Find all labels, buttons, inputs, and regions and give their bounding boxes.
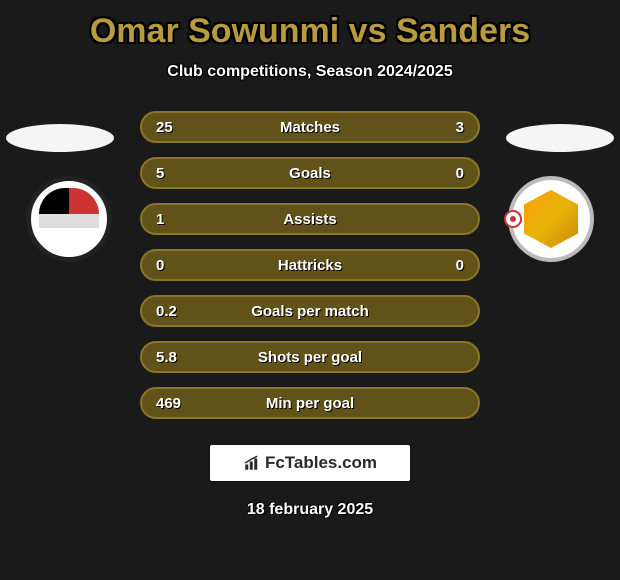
stat-label: Shots per goal: [258, 349, 362, 366]
stat-label: Matches: [280, 119, 340, 136]
stat-label: Min per goal: [266, 395, 354, 412]
stat-rows: 25 Matches 3 5 Goals 0 1 Assists 0 Hattr…: [140, 111, 480, 419]
badge-left-mid: [39, 214, 99, 228]
stat-row: 0 Hattricks 0: [140, 249, 480, 281]
chart-icon: [243, 454, 261, 472]
stat-row: 1 Assists: [140, 203, 480, 235]
team-badge-left: [26, 176, 112, 262]
stat-right: 0: [424, 165, 464, 182]
stat-row: 5 Goals 0: [140, 157, 480, 189]
subtitle: Club competitions, Season 2024/2025: [0, 63, 620, 81]
stat-left: 5.8: [156, 349, 196, 366]
stat-left: 0: [156, 257, 196, 274]
player-silhouette-left: [6, 124, 114, 152]
badge-left-shield: [39, 228, 99, 250]
stat-row: 469 Min per goal: [140, 387, 480, 419]
badge-right-ball: [504, 210, 522, 228]
stat-label: Assists: [283, 211, 336, 228]
stat-left: 5: [156, 165, 196, 182]
page-title: Omar Sowunmi vs Sanders: [0, 0, 620, 51]
stat-right: 0: [424, 257, 464, 274]
team-badge-right: [508, 176, 594, 262]
stat-left: 25: [156, 119, 196, 136]
stat-left: 469: [156, 395, 196, 412]
stat-row: 0.2 Goals per match: [140, 295, 480, 327]
stat-right: 3: [424, 119, 464, 136]
stat-label: Goals: [289, 165, 331, 182]
badge-right-crest: [524, 190, 578, 248]
stat-label: Hattricks: [278, 257, 342, 274]
stat-row: 25 Matches 3: [140, 111, 480, 143]
comparison-card: Omar Sowunmi vs Sanders Club competition…: [0, 0, 620, 580]
date: 18 february 2025: [0, 501, 620, 519]
logo-text: FcTables.com: [265, 453, 377, 473]
player-silhouette-right: [506, 124, 614, 152]
stat-row: 5.8 Shots per goal: [140, 341, 480, 373]
site-logo[interactable]: FcTables.com: [210, 445, 410, 481]
stat-left: 1: [156, 211, 196, 228]
stat-label: Goals per match: [251, 303, 369, 320]
badge-left-top: [39, 188, 99, 214]
stat-left: 0.2: [156, 303, 196, 320]
